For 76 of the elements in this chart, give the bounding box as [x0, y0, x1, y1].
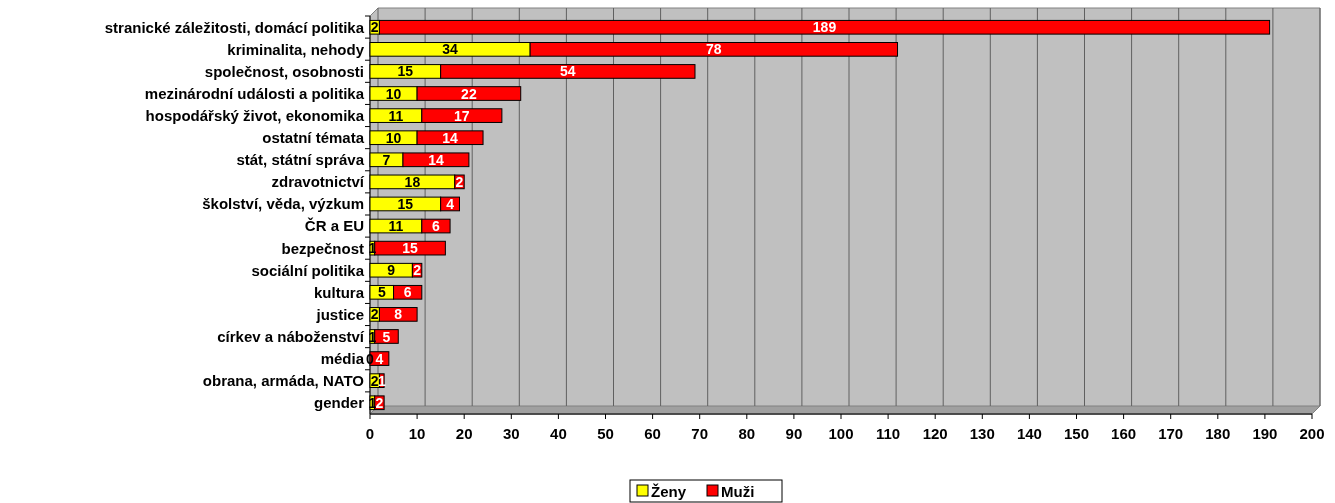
- y-tick-label: bezpečnost: [281, 239, 364, 257]
- data-label: 2: [375, 394, 384, 411]
- y-tick-label: kriminalita, nehody: [227, 40, 365, 58]
- data-label: 11: [388, 107, 404, 124]
- data-label: 1: [368, 240, 377, 257]
- x-tick-label: 0: [365, 425, 375, 442]
- x-tick-label: 70: [691, 425, 709, 442]
- data-label: 18: [404, 173, 421, 190]
- x-tick-label: 200: [1299, 425, 1325, 442]
- y-tick-label: stát, státní správa: [236, 151, 365, 169]
- x-tick-label: 30: [502, 425, 520, 442]
- data-label: 14: [428, 151, 444, 168]
- y-tick-label: obrana, armáda, NATO: [202, 372, 365, 390]
- y-tick-label: společnost, osobnosti: [204, 62, 364, 80]
- data-label: 2: [413, 262, 422, 279]
- data-label: 10: [385, 85, 402, 102]
- x-tick-label: 150: [1063, 425, 1090, 442]
- y-tick-label: ČR a EU: [304, 217, 364, 235]
- x-tick-label: 10: [408, 425, 426, 442]
- x-tick-label: 170: [1158, 425, 1184, 442]
- legend-label: Muži: [721, 483, 755, 500]
- x-tick-label: 50: [597, 425, 614, 442]
- data-label: 10: [385, 129, 402, 146]
- y-tick-label: stranické záležitosti, domácí politika: [104, 18, 365, 36]
- x-tick-label: 90: [785, 425, 803, 442]
- x-tick-label: 120: [922, 425, 948, 442]
- data-label: 4: [375, 350, 384, 367]
- data-label: 15: [397, 196, 414, 212]
- data-label: 2: [370, 306, 379, 323]
- x-tick-label: 110: [876, 425, 901, 442]
- y-tick-label: hospodářský život, ekonomika: [145, 107, 365, 125]
- x-tick-label: 130: [969, 425, 995, 442]
- y-tick-label: kultura: [313, 283, 365, 301]
- x-tick-label: 40: [550, 425, 567, 442]
- data-label: 5: [377, 284, 386, 301]
- y-tick-label: církev a náboženství: [217, 327, 365, 345]
- data-label: 54: [560, 63, 576, 80]
- data-label: 2: [455, 173, 464, 190]
- x-tick-label: 80: [738, 425, 756, 442]
- data-label: 15: [402, 240, 419, 257]
- data-label: 2: [370, 372, 379, 389]
- data-label: 15: [397, 63, 414, 80]
- data-label: 7: [382, 151, 391, 168]
- data-label: 2: [370, 19, 379, 36]
- x-tick-label: 20: [455, 425, 473, 442]
- data-label: 11: [388, 218, 404, 235]
- x-tick-label: 60: [644, 425, 661, 442]
- x-tick-label: 180: [1205, 425, 1231, 442]
- data-label: 6: [403, 284, 412, 301]
- data-label: 78: [706, 41, 722, 58]
- y-tick-label: mezinárodní události a politika: [144, 84, 365, 102]
- data-label: 22: [461, 85, 477, 102]
- data-label: 14: [442, 129, 459, 146]
- data-label: 9: [387, 262, 396, 279]
- data-label: 8: [394, 306, 403, 323]
- data-label: 34: [442, 41, 459, 58]
- data-label: 0: [366, 350, 375, 367]
- data-label: 5: [382, 328, 391, 345]
- x-tick-label: 160: [1111, 425, 1137, 442]
- x-tick-label: 100: [828, 425, 854, 442]
- y-tick-label: gender: [313, 394, 365, 412]
- y-tick-label: školství, věda, výzkum: [202, 195, 364, 213]
- data-label: 4: [446, 196, 455, 212]
- y-tick-label: sociální politika: [251, 261, 365, 279]
- data-label: 1: [368, 394, 377, 411]
- legend-label: Ženy: [651, 483, 687, 500]
- y-tick-label: zdravotnictví: [271, 173, 365, 191]
- data-label: 1: [368, 328, 377, 345]
- x-tick-label: 190: [1252, 425, 1278, 442]
- data-label: 6: [432, 218, 441, 235]
- y-tick-label: ostatní témata: [262, 129, 365, 147]
- x-tick-label: 140: [1016, 425, 1042, 442]
- y-tick-label: média: [320, 349, 365, 367]
- data-label: 189: [812, 19, 837, 36]
- data-label: 17: [454, 107, 470, 124]
- y-tick-label: justice: [315, 305, 364, 323]
